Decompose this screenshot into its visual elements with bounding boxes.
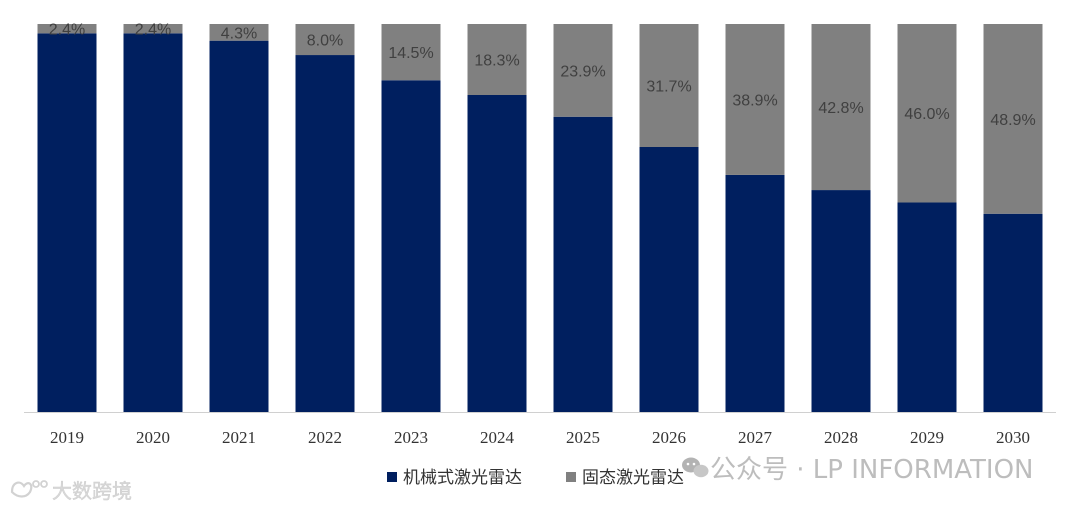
bar-2029-series-1 (897, 24, 957, 203)
brand-logo-icon (10, 480, 48, 498)
bar-2019-series-0 (37, 33, 97, 412)
bar-2024-series-1 (467, 24, 527, 96)
bar-2025-series-1 (553, 24, 613, 117)
bar-2023-series-0 (381, 80, 441, 412)
x-tick-label-2027: 2027 (738, 428, 773, 447)
data-labels: 2.4% 2.4% 4.3% 8.0% 14.5% 18.3% 23.9% 31.7% 38.9… (49, 22, 1036, 129)
data-label-2026: 31.7% (646, 78, 691, 95)
bar-2021-series-0 (209, 40, 269, 413)
watermark-right: 公众号 · LP INFORMATION (682, 455, 1034, 485)
bar-2024-series-0 (467, 95, 527, 412)
x-tick-label-2019: 2019 (50, 428, 84, 447)
data-label-2021: 4.3% (221, 25, 257, 42)
bar-2030-series-0 (983, 213, 1043, 412)
x-tick-label-2023: 2023 (394, 428, 428, 447)
legend: 机械式激光雷达 固态激光雷达 (387, 468, 684, 488)
bar-2021-series-1 (209, 24, 269, 41)
bars-layer (37, 24, 1043, 413)
watermark-left: 大数跨境 (10, 479, 132, 503)
bar-2019-series-1 (37, 24, 97, 34)
watermark-left-text: 大数跨境 (52, 479, 132, 503)
bar-2025-series-0 (553, 116, 613, 413)
x-tick-labels: 2019 2020 2021 2022 2023 2024 2025 2026 2027 2028… (50, 428, 1030, 447)
data-label-2029: 46.0% (904, 106, 949, 123)
data-label-2019: 2.4% (49, 22, 85, 39)
data-label-2030: 48.9% (990, 112, 1035, 129)
bar-2023-series-1 (381, 24, 441, 81)
legend-swatch-series-1 (566, 472, 576, 482)
bar-2022-series-1 (295, 24, 355, 56)
x-tick-label-2021: 2021 (222, 428, 256, 447)
legend-label-series-0: 机械式激光雷达 (403, 468, 522, 488)
x-tick-label-2024: 2024 (480, 428, 515, 447)
bar-2028-series-1 (811, 24, 871, 191)
data-label-2027: 38.9% (732, 92, 777, 109)
data-label-2028: 42.8% (818, 100, 863, 117)
bar-2022-series-0 (295, 55, 355, 412)
watermark-right-text: 公众号 · LP INFORMATION (710, 455, 1034, 485)
x-tick-label-2030: 2030 (996, 428, 1030, 447)
bar-2026-series-0 (639, 146, 699, 412)
x-tick-label-2029: 2029 (910, 428, 944, 447)
bar-2020-series-0 (123, 33, 183, 412)
bar-2020-series-1 (123, 24, 183, 34)
legend-label-series-1: 固态激光雷达 (582, 468, 684, 488)
bar-2028-series-0 (811, 190, 871, 412)
wechat-icon (682, 457, 709, 478)
data-label-2024: 18.3% (474, 53, 519, 70)
x-tick-label-2026: 2026 (652, 428, 686, 447)
x-tick-label-2022: 2022 (308, 428, 342, 447)
bar-2029-series-0 (897, 202, 957, 412)
x-tick-label-2020: 2020 (136, 428, 170, 447)
data-label-2025: 23.9% (560, 63, 605, 80)
bar-2027-series-0 (725, 174, 785, 412)
bar-2027-series-1 (725, 24, 785, 175)
x-tick-label-2028: 2028 (824, 428, 858, 447)
data-label-2020: 2.4% (135, 22, 171, 39)
data-label-2022: 8.0% (307, 33, 343, 50)
bar-2026-series-1 (639, 24, 699, 147)
bar-2030-series-1 (983, 24, 1043, 214)
x-tick-label-2025: 2025 (566, 428, 600, 447)
legend-swatch-series-0 (387, 472, 397, 482)
data-label-2023: 14.5% (388, 45, 433, 62)
